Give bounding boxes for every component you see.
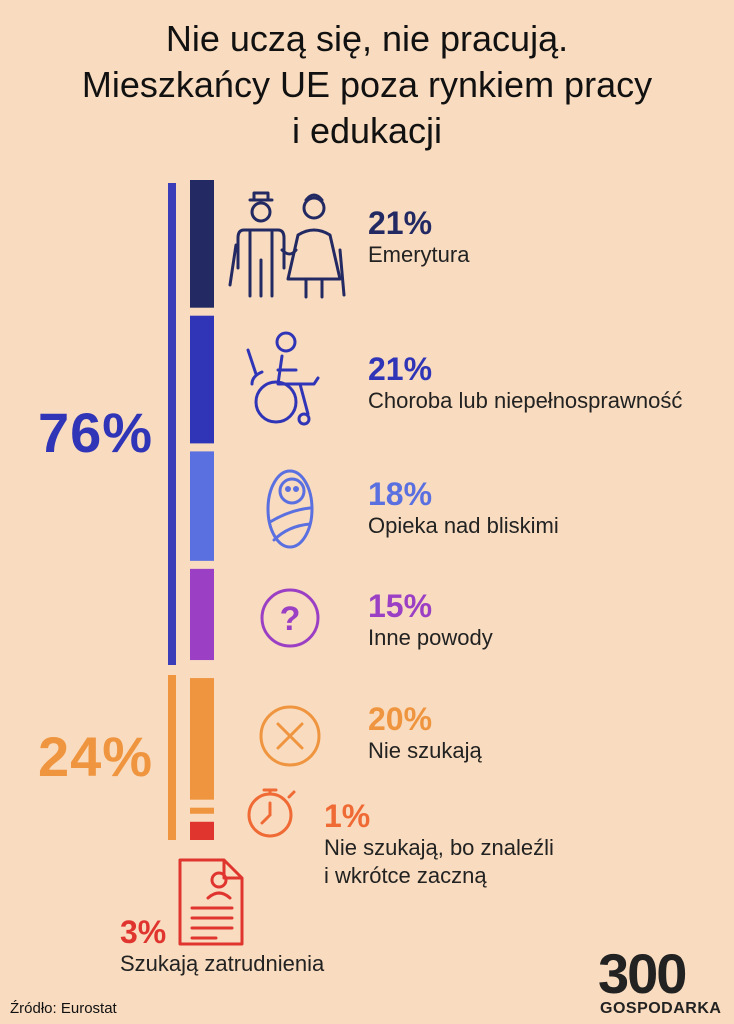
title-line-1: Nie uczą się, nie pracują.	[165, 18, 569, 59]
pct-found-job: 1%	[324, 798, 371, 834]
logo-name: GOSPODARKA	[600, 1000, 722, 1017]
label-found-job-line1: Nie szukają, bo znaleźli	[324, 835, 554, 860]
elderly-couple-icon	[228, 191, 346, 299]
pct-illness: 21%	[368, 351, 433, 387]
bracket-inactive	[168, 183, 176, 665]
pct-other: 15%	[368, 588, 433, 624]
swaddled-baby-icon	[266, 469, 314, 549]
label-seeking: Szukają zatrudnienia	[120, 951, 325, 976]
label-retirement: Emerytura	[368, 242, 470, 267]
item-other: 15% Inne powody	[368, 588, 493, 652]
pct-not-seeking: 20%	[368, 701, 433, 737]
svg-text:?: ?	[280, 600, 301, 638]
label-other: Inne powody	[368, 625, 493, 650]
brand-logo: 300 GOSPODARKA	[598, 946, 728, 1020]
group-total-unemployed: 24%	[38, 725, 154, 788]
label-found-job-line2: i wkrótce zaczną	[324, 863, 487, 888]
question-mark-icon: ?	[260, 588, 320, 648]
label-illness: Choroba lub niepełnosprawność	[368, 388, 683, 413]
bracket-unemployed	[168, 675, 176, 840]
bar-segment-4	[190, 568, 214, 661]
item-care: 18% Opieka nad bliskimi	[368, 476, 559, 540]
group-total-inactive: 76%	[38, 401, 154, 464]
cross-circle-icon	[259, 705, 321, 767]
title-line-2: Mieszkańcy UE poza rynkiem pracy	[81, 64, 653, 105]
item-found-job: 1% Nie szukają, bo znaleźli i wkrótce za…	[324, 798, 554, 890]
bar-segment-2	[190, 315, 214, 444]
bar-segment-3	[190, 451, 214, 561]
item-illness: 21% Choroba lub niepełnosprawność	[368, 351, 682, 415]
title-line-3: i edukacji	[291, 110, 443, 151]
cv-document-icon	[178, 858, 244, 946]
item-retirement: 21% Emerytura	[368, 205, 469, 269]
item-not-seeking: 20% Nie szukają	[368, 701, 482, 765]
bar-segment-6	[190, 807, 214, 814]
source-note: Źródło: Eurostat	[10, 1000, 117, 1017]
bar-segment-7	[190, 821, 214, 840]
logo-digits: 300	[598, 942, 687, 1005]
pct-seeking: 3%	[120, 914, 167, 950]
label-care: Opieka nad bliskimi	[368, 513, 559, 538]
item-seeking: 3% Szukają zatrudnienia	[120, 914, 324, 978]
label-not-seeking: Nie szukają	[368, 738, 482, 763]
bar-segment-5	[190, 678, 214, 800]
wheelchair-icon	[246, 331, 320, 426]
pct-retirement: 21%	[368, 205, 433, 241]
stopwatch-icon	[247, 788, 296, 838]
pct-care: 18%	[368, 476, 433, 512]
bar-segment-1	[190, 180, 214, 308]
chart-title: Nie uczą się, nie pracują. Mieszkańcy UE…	[0, 16, 734, 154]
